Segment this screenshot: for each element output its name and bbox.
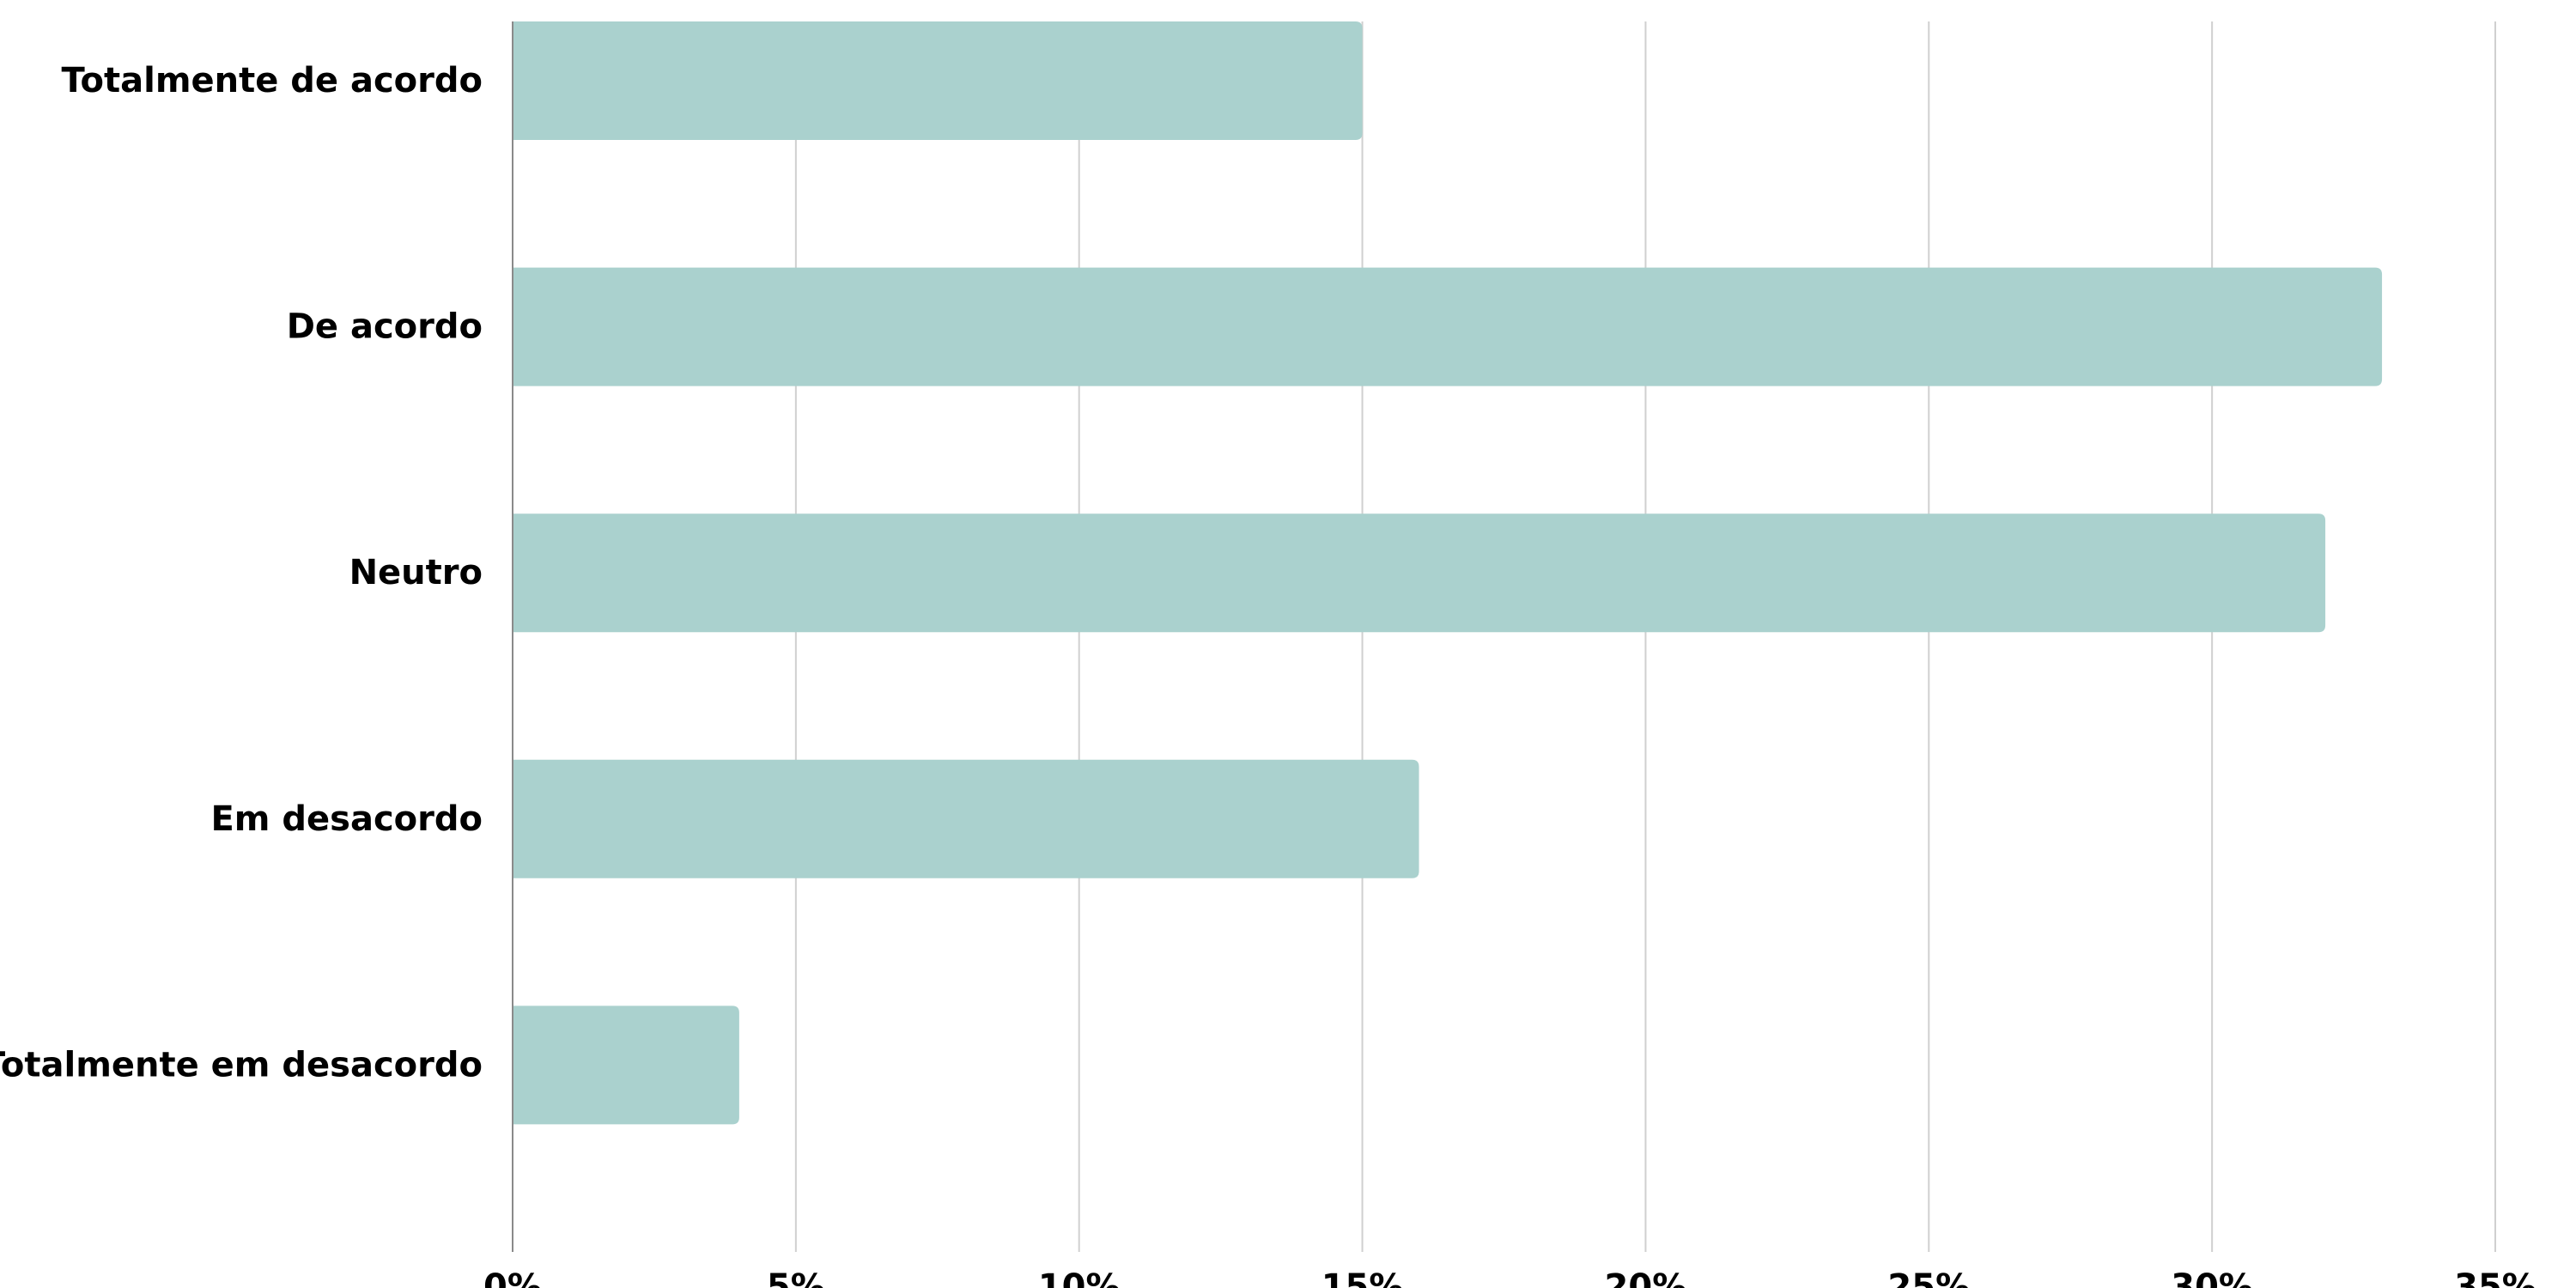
bars bbox=[513, 21, 2383, 1125]
x-tick-label: 30% bbox=[2171, 1267, 2253, 1288]
gridlines bbox=[794, 21, 2496, 1252]
bar bbox=[513, 267, 2383, 386]
x-tick-label: 5% bbox=[767, 1267, 825, 1288]
x-tick-label: 25% bbox=[1887, 1267, 1970, 1288]
category-label: Totalmente de acordo bbox=[62, 61, 483, 100]
category-label: Em desacordo bbox=[210, 799, 483, 839]
bar bbox=[513, 759, 1419, 878]
x-tick-label: 20% bbox=[1605, 1267, 1687, 1288]
category-labels: Totalmente de acordo De acordo Neutro Em de… bbox=[0, 61, 483, 1084]
x-tick-labels: 0% 5% 10% 15% 20% 25% 30% 35% bbox=[483, 1267, 2537, 1288]
x-tick-label: 15% bbox=[1321, 1267, 1404, 1288]
x-tick-label: 0% bbox=[483, 1267, 542, 1288]
x-tick-label: 35% bbox=[2454, 1267, 2537, 1288]
bar bbox=[513, 513, 2326, 633]
bar bbox=[513, 1005, 739, 1125]
x-tick-label: 10% bbox=[1038, 1267, 1121, 1288]
category-label: Totalmente em desacordo bbox=[0, 1045, 483, 1084]
category-label: Neutro bbox=[349, 553, 483, 592]
category-label: De acordo bbox=[287, 307, 483, 347]
bar bbox=[513, 21, 1363, 140]
